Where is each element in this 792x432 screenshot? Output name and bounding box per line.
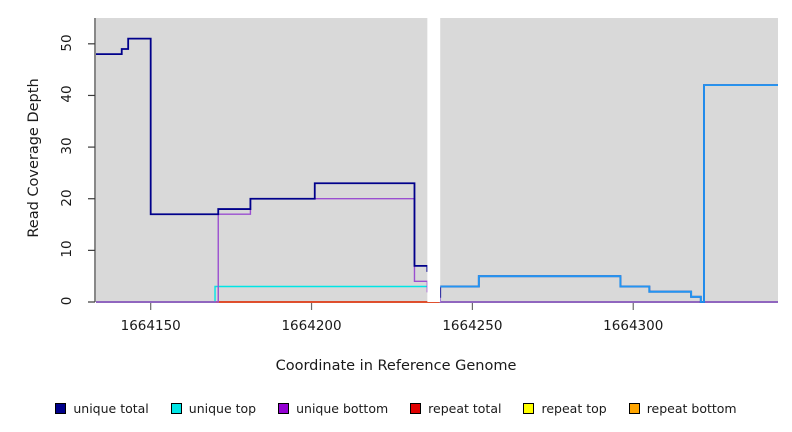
y-tick-label: 0 (59, 296, 75, 306)
x-axis-title: Coordinate in Reference Genome (275, 358, 517, 374)
y-ticks (88, 43, 95, 303)
y-tick-label: 40 (59, 85, 75, 104)
legend-label: unique bottom (296, 400, 389, 416)
x-ticks (150, 303, 634, 310)
legend-swatch-icon (170, 402, 182, 414)
series-unique-total-right (440, 84, 778, 303)
legend-swatch-icon (523, 402, 535, 414)
x-tick-label: 1664200 (281, 318, 342, 334)
legend-swatch-icon (628, 402, 640, 414)
legend-item-repeat-top[interactable]: repeat top (523, 400, 607, 416)
legend-swatch-icon (278, 402, 290, 414)
y-tick-label: 30 (59, 137, 75, 155)
legend-item-unique-bottom[interactable]: unique bottom (278, 401, 388, 416)
legend-label: unique top (188, 400, 257, 416)
y-tick-label: 20 (59, 189, 75, 207)
legend-swatch-icon (55, 402, 67, 414)
legend-label: repeat top (541, 400, 607, 416)
legend-item-repeat-bottom[interactable]: repeat bottom (628, 400, 737, 416)
coverage-gap-band (427, 18, 441, 302)
legend-label: unique total (73, 400, 149, 416)
legend-label: repeat bottom (646, 400, 737, 416)
legend-item-unique-top[interactable]: unique top (170, 400, 257, 416)
legend-label: repeat total (428, 400, 502, 416)
chart-legend: unique total unique top unique bottom repea… (0, 398, 792, 418)
legend-swatch-icon (410, 402, 422, 414)
x-tick-label: 1664300 (603, 318, 664, 334)
y-tick-label: 10 (59, 240, 75, 258)
y-tick-label: 50 (59, 34, 75, 52)
x-tick-label: 1664250 (442, 318, 503, 334)
legend-item-repeat-total[interactable]: repeat total (410, 401, 501, 416)
x-tick-label: 1664150 (120, 318, 181, 334)
legend-item-unique-total[interactable]: unique total (55, 400, 149, 416)
y-axis-title: Read Coverage Depth (26, 78, 42, 238)
